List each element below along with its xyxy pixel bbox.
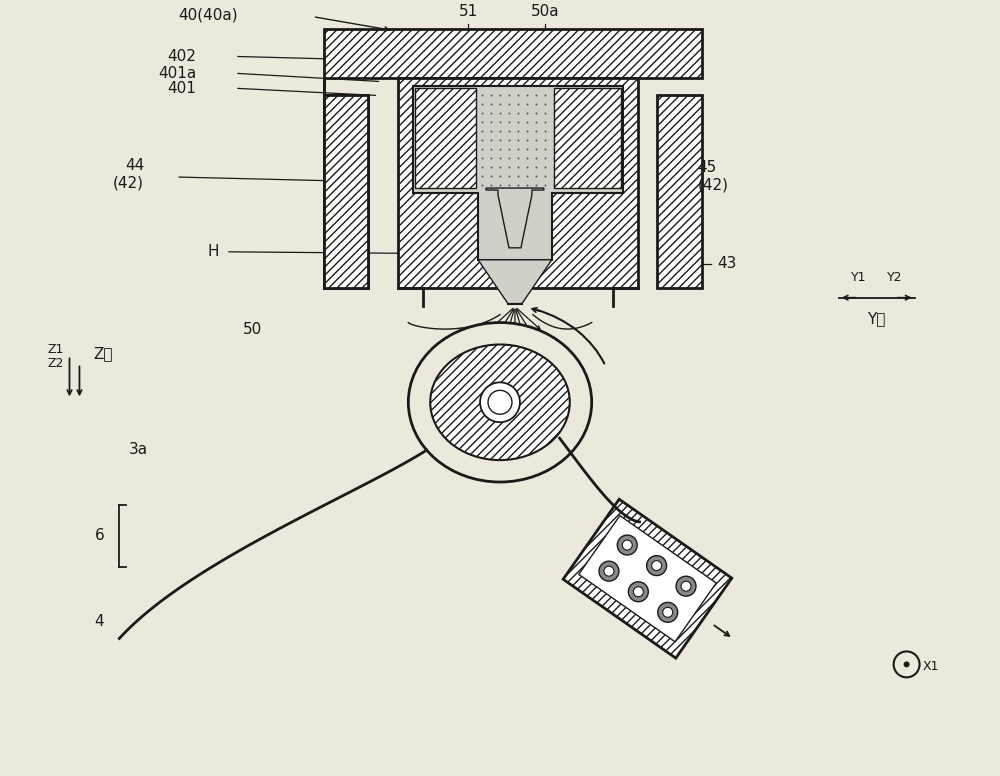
Text: Z2: Z2 [47, 357, 64, 370]
Circle shape [488, 390, 512, 414]
Text: 6: 6 [95, 528, 104, 543]
Polygon shape [413, 86, 623, 260]
Text: X1: X1 [923, 660, 939, 673]
Text: 401: 401 [167, 81, 196, 96]
Polygon shape [324, 29, 702, 78]
Polygon shape [324, 78, 368, 288]
Text: 50: 50 [243, 322, 262, 337]
Text: 43: 43 [717, 256, 737, 272]
Circle shape [647, 556, 667, 576]
Text: 401a: 401a [158, 66, 196, 81]
Circle shape [663, 608, 673, 617]
Polygon shape [486, 188, 544, 248]
Polygon shape [554, 88, 621, 188]
Text: 402: 402 [167, 49, 196, 64]
Polygon shape [657, 95, 702, 288]
Circle shape [681, 581, 691, 591]
Text: 3a: 3a [129, 442, 148, 456]
Circle shape [480, 383, 520, 422]
Ellipse shape [430, 345, 570, 460]
Text: Z1: Z1 [47, 343, 64, 356]
Text: Y1: Y1 [851, 271, 867, 284]
Polygon shape [398, 78, 638, 288]
Text: 51: 51 [458, 4, 478, 19]
Polygon shape [324, 95, 368, 288]
Circle shape [599, 561, 619, 581]
Circle shape [658, 602, 678, 622]
Text: 4: 4 [95, 614, 104, 629]
Text: 50a: 50a [531, 4, 559, 19]
Circle shape [676, 577, 696, 596]
Text: 40(40a): 40(40a) [178, 7, 238, 23]
Ellipse shape [408, 323, 592, 482]
Circle shape [604, 566, 614, 576]
Circle shape [904, 661, 910, 667]
Polygon shape [478, 260, 552, 303]
Circle shape [633, 587, 643, 597]
Text: 44
(42): 44 (42) [113, 158, 144, 190]
Text: Y2: Y2 [887, 271, 902, 284]
Polygon shape [563, 499, 732, 658]
Text: H: H [207, 244, 219, 259]
Polygon shape [415, 88, 476, 188]
Text: 45
(42): 45 (42) [697, 160, 728, 192]
Text: Y轴: Y轴 [868, 312, 886, 327]
Circle shape [622, 540, 632, 550]
Circle shape [617, 535, 637, 555]
Circle shape [652, 560, 662, 570]
Text: Z轴: Z轴 [93, 346, 113, 361]
Circle shape [628, 582, 648, 601]
Polygon shape [579, 515, 716, 642]
